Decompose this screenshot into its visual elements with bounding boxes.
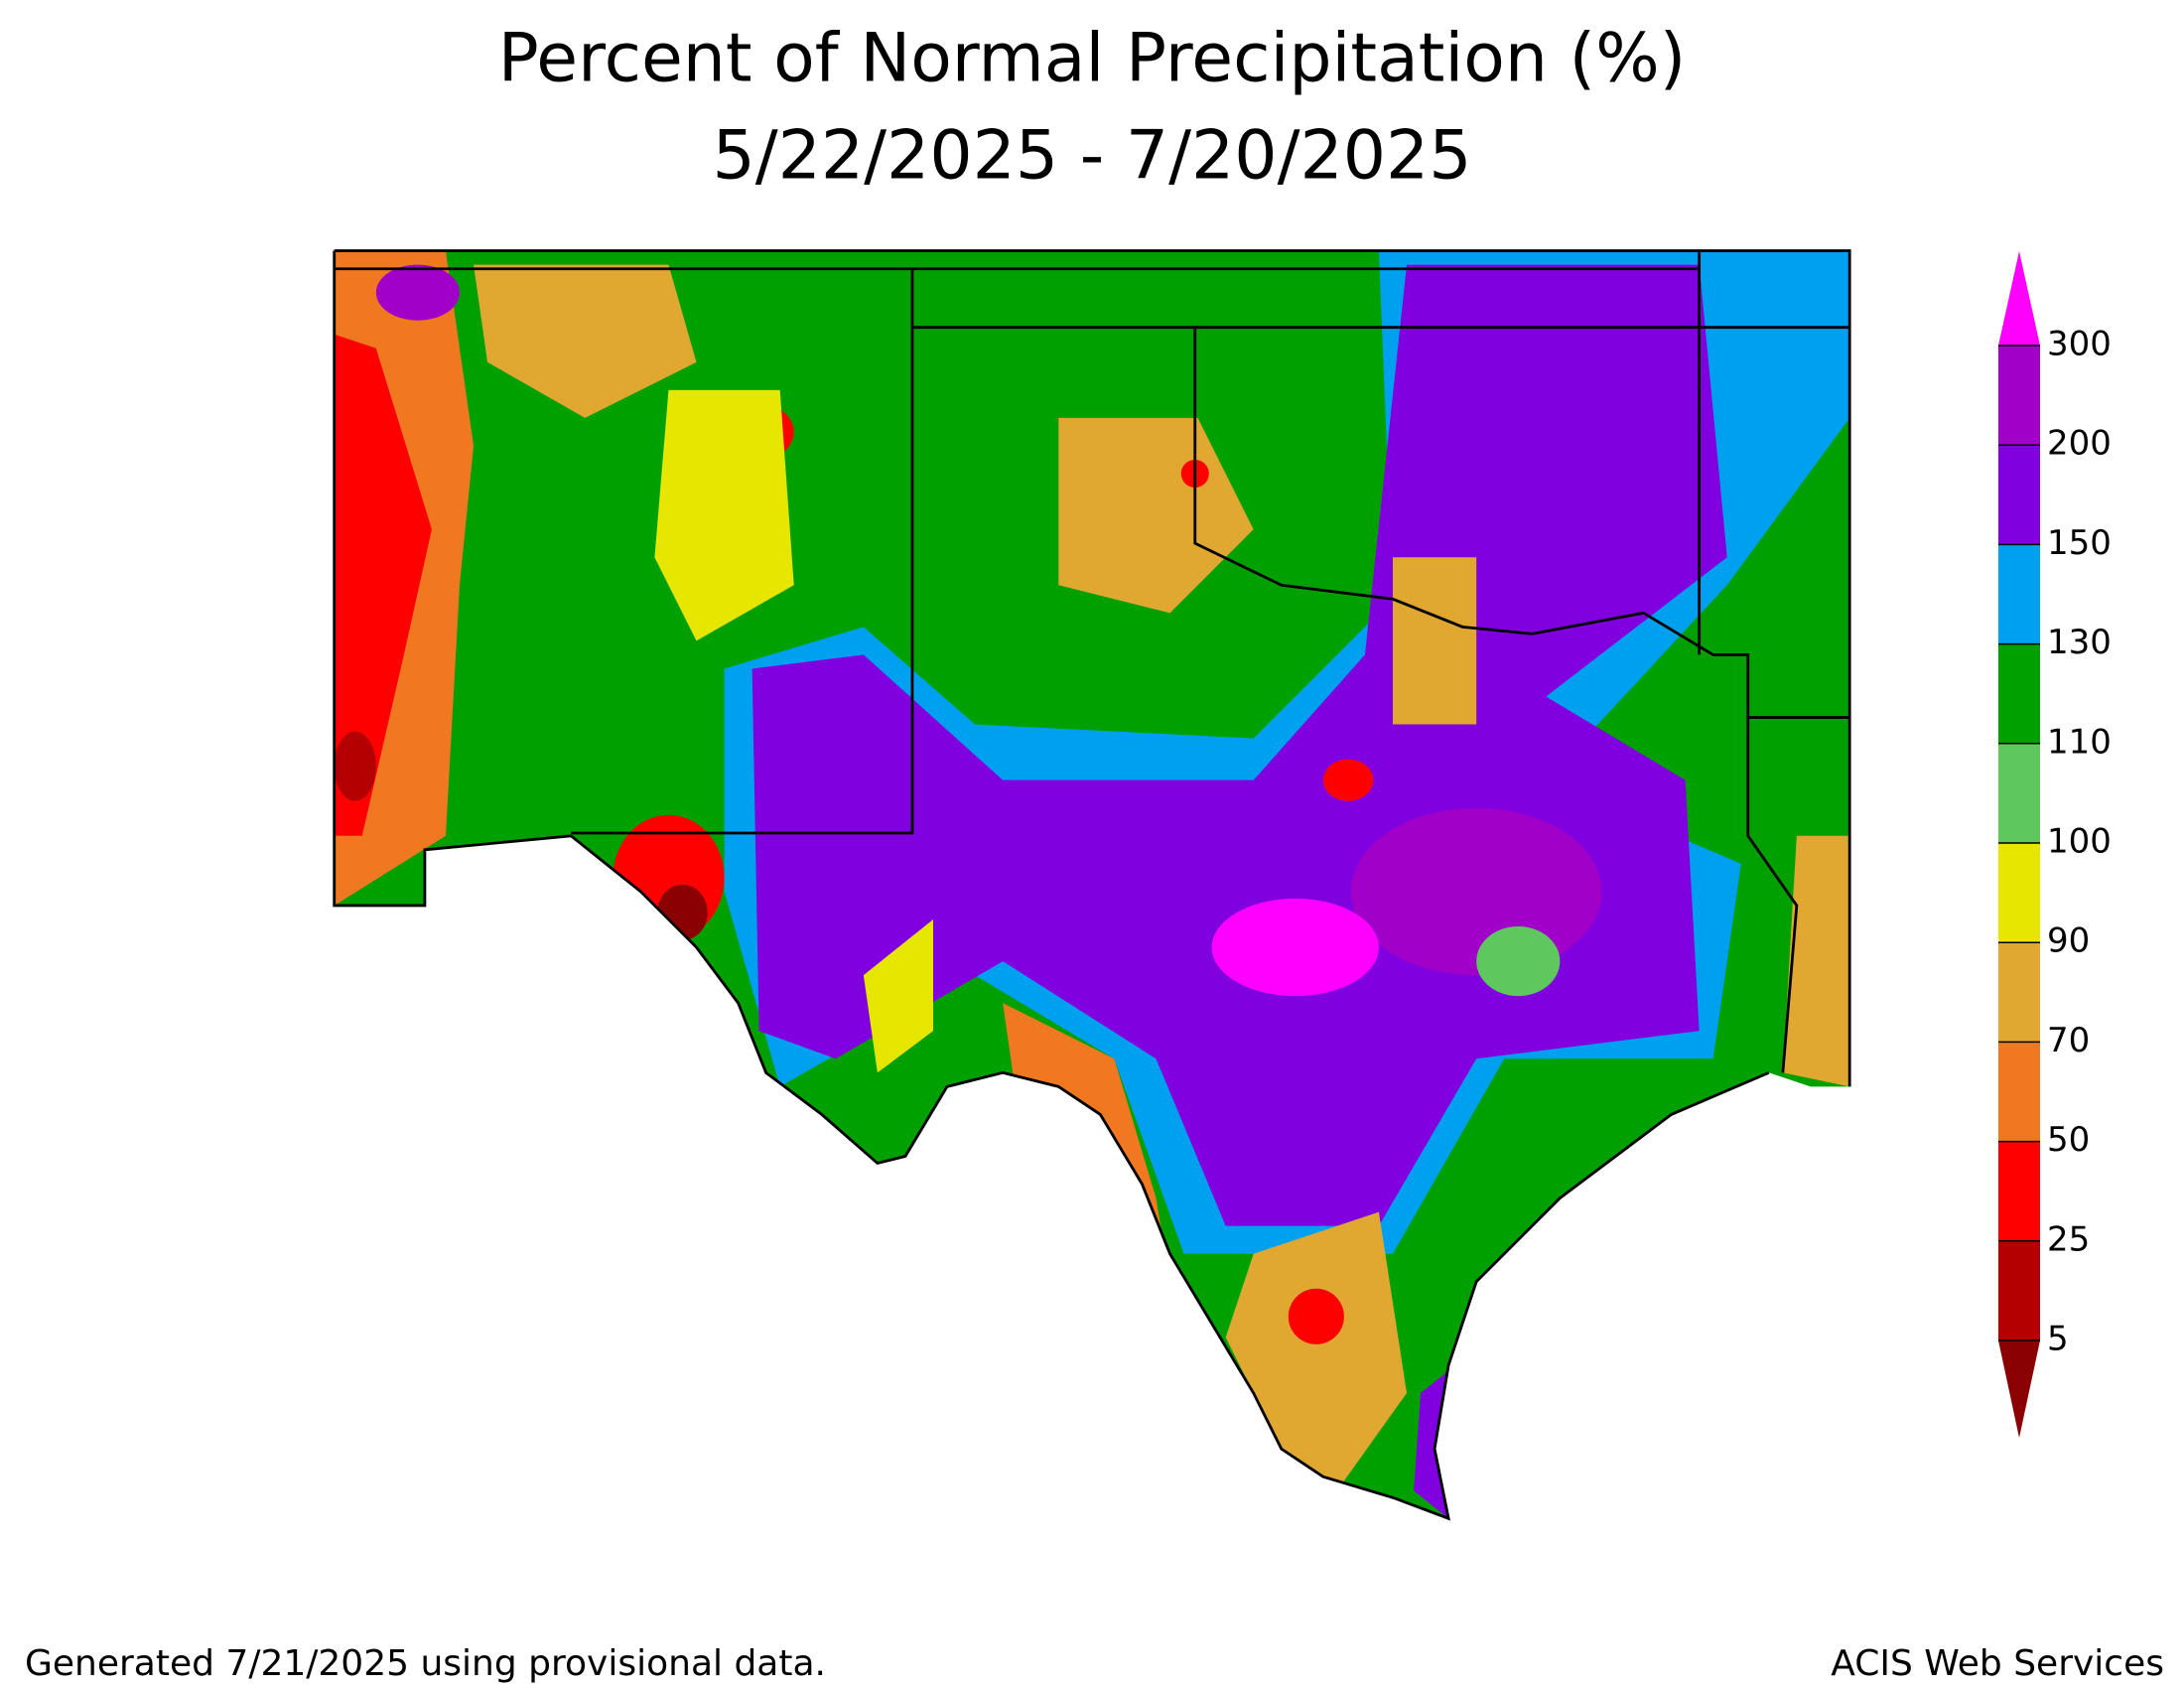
footer-left: Generated 7/21/2025 using provisional da…	[25, 1643, 826, 1684]
map-title: Percent of Normal Precipitation (%)	[498, 20, 1687, 98]
color-bar-label: 130	[2047, 623, 2112, 662]
color-bar-segment	[1998, 942, 2040, 1043]
color-bar-segment	[1998, 346, 2040, 446]
color-bar-label: 150	[2047, 523, 2112, 563]
color-bar-segment	[1998, 544, 2040, 644]
color-bar-segment	[1998, 1042, 2040, 1142]
color-bar-segment	[1998, 743, 2040, 843]
color-bar-segment	[1998, 643, 2040, 744]
color-bar-low-triangle	[1998, 1340, 2040, 1438]
color-bar-label: 25	[2047, 1219, 2090, 1259]
color-bar-label: 90	[2047, 921, 2090, 961]
color-bar-label: 50	[2047, 1120, 2090, 1160]
color-bar-high-triangle	[1998, 251, 2040, 346]
color-bar-label: 5	[2047, 1320, 2069, 1359]
color-bar-segment	[1998, 1240, 2040, 1340]
color-bar-label: 100	[2047, 822, 2112, 862]
color-bar-label: 70	[2047, 1021, 2090, 1060]
state-borders	[333, 249, 1851, 1521]
color-bar-label: 200	[2047, 424, 2112, 464]
color-bar-segment	[1998, 445, 2040, 545]
map-subtitle: 5/22/2025 - 7/20/2025	[712, 117, 1471, 196]
color-bar: 5 25 50 70 90 100 110 130 150 200 300	[1998, 251, 2112, 1438]
color-bar-segment	[1998, 1141, 2040, 1241]
color-bar-label: 110	[2047, 722, 2112, 762]
footer-right: ACIS Web Services	[1831, 1643, 2164, 1684]
color-bar-segment	[1998, 843, 2040, 943]
precipitation-map	[333, 249, 1851, 1521]
color-bar-label: 300	[2047, 325, 2112, 364]
map-fill	[334, 250, 1850, 1519]
